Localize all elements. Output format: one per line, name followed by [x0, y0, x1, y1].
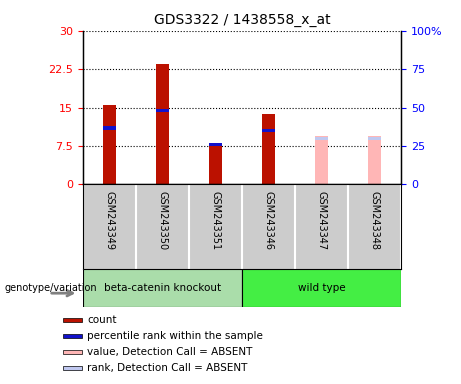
- Text: GSM243350: GSM243350: [158, 191, 167, 250]
- Text: GSM243346: GSM243346: [264, 191, 273, 250]
- Text: rank, Detection Call = ABSENT: rank, Detection Call = ABSENT: [87, 364, 248, 374]
- Bar: [83, 269, 242, 307]
- Bar: [209, 143, 222, 184]
- Text: GSM243351: GSM243351: [211, 191, 220, 250]
- Text: GSM243347: GSM243347: [317, 191, 326, 250]
- Text: GSM243348: GSM243348: [370, 191, 379, 250]
- Bar: [209, 143, 222, 146]
- Text: GSM243349: GSM243349: [105, 191, 114, 250]
- Text: beta-catenin knockout: beta-catenin knockout: [104, 283, 221, 293]
- Bar: [63, 334, 82, 338]
- Bar: [63, 318, 82, 322]
- Bar: [368, 137, 381, 140]
- Text: value, Detection Call = ABSENT: value, Detection Call = ABSENT: [87, 348, 253, 358]
- Title: GDS3322 / 1438558_x_at: GDS3322 / 1438558_x_at: [154, 13, 331, 27]
- Text: genotype/variation: genotype/variation: [5, 283, 97, 293]
- Bar: [63, 351, 82, 354]
- Bar: [262, 129, 275, 132]
- Bar: [63, 366, 82, 371]
- Bar: [156, 64, 169, 184]
- Text: wild type: wild type: [298, 283, 345, 293]
- Bar: [242, 269, 401, 307]
- Text: percentile rank within the sample: percentile rank within the sample: [87, 331, 263, 341]
- Bar: [315, 137, 328, 140]
- Bar: [262, 114, 275, 184]
- Text: count: count: [87, 315, 117, 325]
- Bar: [103, 126, 116, 129]
- Bar: [156, 109, 169, 112]
- Bar: [315, 136, 328, 184]
- Bar: [103, 105, 116, 184]
- Bar: [368, 136, 381, 184]
